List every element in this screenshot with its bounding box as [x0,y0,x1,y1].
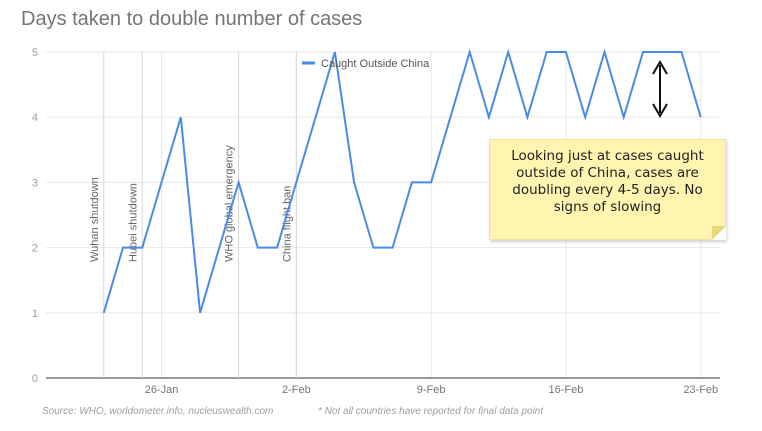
x-tick-label: 16-Feb [549,384,584,396]
series-lines [102,48,702,314]
y-tick-label: 1 [32,308,38,320]
annotation-note: Looking just at cases caught outside of … [489,139,726,240]
y-axis-labels: 0 1 2 3 4 5 [32,47,38,385]
y-tick-label: 3 [32,177,38,189]
y-tick-label: 5 [32,47,38,59]
legend: Caught Outside China [302,58,430,70]
y-tick-label: 0 [32,373,38,385]
event-markers: Wuhan shutdown Hubei shutdown WHO global e… [89,52,297,378]
chart-title: Days taken to double number of cases [21,8,363,30]
x-tick-label: 26-Jan [145,384,179,396]
x-tick-label: 2-Feb [282,384,311,396]
annotation-text: Looking just at cases caught outside of … [511,148,704,215]
event-label: WHO global emergency [224,145,236,262]
double-arrow-annotation [652,60,668,118]
x-axis: 26-Jan 2-Feb 9-Feb 16-Feb 23-Feb [46,377,720,396]
legend-label: Caught Outside China [321,58,430,70]
note-fold [712,226,726,240]
footer-note: * Not all countries have reported for fi… [318,406,544,417]
y-tick-label: 4 [32,112,38,124]
event-label: Wuhan shutdown [89,177,101,262]
footer-source: Source: WHO, worldometer.info, nucleuswe… [42,406,274,417]
y-tick-label: 2 [32,243,38,255]
event-label: Hubei shutdown [127,183,139,262]
x-tick-label: 23-Feb [683,384,718,396]
series-line [102,48,702,314]
x-tick-label: 9-Feb [417,384,446,396]
